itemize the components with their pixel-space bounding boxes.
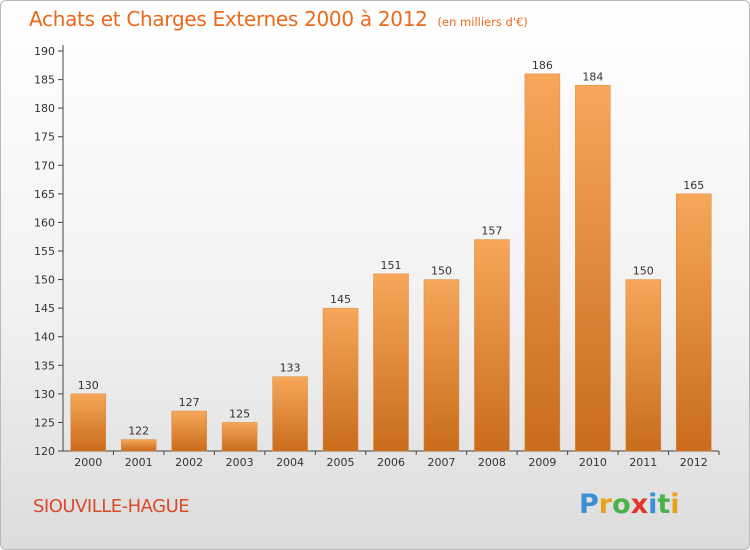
proxiti-logo: Proxiti: [579, 489, 680, 520]
x-tick-label-2008: 2008: [478, 456, 506, 469]
x-tick-label-2002: 2002: [175, 456, 203, 469]
bar-2011: [625, 279, 662, 452]
y-tick-label: 155: [34, 245, 55, 258]
y-tick-label: 120: [34, 445, 55, 458]
y-tick-label: 190: [34, 45, 55, 58]
y-tick-label: 140: [34, 331, 55, 344]
data-label-2009: 186: [532, 59, 553, 72]
logo-letter: x: [630, 489, 649, 520]
bar-2009: [524, 73, 561, 452]
data-label-2005: 145: [330, 293, 351, 306]
logo-letter: P: [579, 489, 599, 520]
y-tick-label: 130: [34, 388, 55, 401]
x-tick-label-2007: 2007: [427, 456, 455, 469]
y-tick-label: 175: [34, 131, 55, 144]
bar-2008: [474, 239, 510, 452]
logo-letter: r: [598, 489, 613, 520]
data-label-2006: 151: [381, 259, 402, 272]
bar-2002: [171, 410, 207, 452]
chart-unit: (en milliers d'€): [437, 15, 528, 29]
x-tick-label-2011: 2011: [629, 456, 657, 469]
data-label-2001: 122: [128, 425, 149, 438]
municipality-name: SIOUVILLE-HAGUE: [33, 496, 190, 517]
x-tick-label-2009: 2009: [528, 456, 556, 469]
y-tick-label: 135: [34, 359, 55, 372]
x-tick-label-2000: 2000: [74, 456, 102, 469]
chart-data-labels: 130 122 127 125 133 145 151 150 157 186 184 150 165: [78, 59, 705, 438]
data-label-2007: 150: [431, 265, 452, 278]
y-tick-label: 185: [34, 74, 55, 87]
y-tick-label: 125: [34, 416, 55, 429]
bar-2003: [221, 422, 258, 452]
data-label-2003: 125: [229, 407, 250, 420]
x-tick-label-2006: 2006: [377, 456, 405, 469]
chart-title-text: Achats et Charges Externes 2000 à 2012: [29, 7, 428, 31]
data-label-2002: 127: [179, 396, 200, 409]
x-tick-label-2012: 2012: [680, 456, 708, 469]
bar-2006: [373, 273, 409, 452]
y-tick-label: 150: [34, 274, 55, 287]
data-label-2010: 184: [582, 70, 603, 83]
logo-letter: t: [657, 489, 671, 520]
logo-letter: o: [612, 489, 631, 520]
y-tick-label: 180: [34, 102, 55, 115]
data-label-2008: 157: [481, 225, 502, 238]
logo-letter: i: [648, 489, 658, 520]
logo-letter: i: [670, 489, 680, 520]
chart-axes: 120 125 130 135 140 145 150 155 160 165 170 175 180 1…: [34, 45, 720, 469]
data-label-2012: 165: [683, 179, 704, 192]
data-label-2011: 150: [633, 265, 654, 278]
chart-title: Achats et Charges Externes 2000 à 2012 (e…: [29, 7, 528, 31]
y-tick-label: 170: [34, 159, 55, 172]
y-tick-label: 165: [34, 188, 55, 201]
chart-bars: [70, 73, 712, 452]
x-tick-label-2005: 2005: [327, 456, 355, 469]
bar-2012: [676, 193, 712, 452]
bar-2007: [423, 279, 460, 452]
y-tick-label: 145: [34, 302, 55, 315]
bar-2005: [322, 307, 359, 452]
bar-2001: [120, 439, 157, 452]
data-label-2000: 130: [78, 379, 99, 392]
bar-2000: [70, 393, 106, 452]
bar-2010: [575, 85, 611, 452]
y-tick-label: 160: [34, 216, 55, 229]
x-tick-label-2004: 2004: [276, 456, 304, 469]
bar-2004: [272, 376, 308, 452]
data-label-2004: 133: [280, 362, 301, 375]
x-tick-label-2003: 2003: [226, 456, 254, 469]
x-tick-label-2001: 2001: [125, 456, 153, 469]
x-tick-label-2010: 2010: [579, 456, 607, 469]
